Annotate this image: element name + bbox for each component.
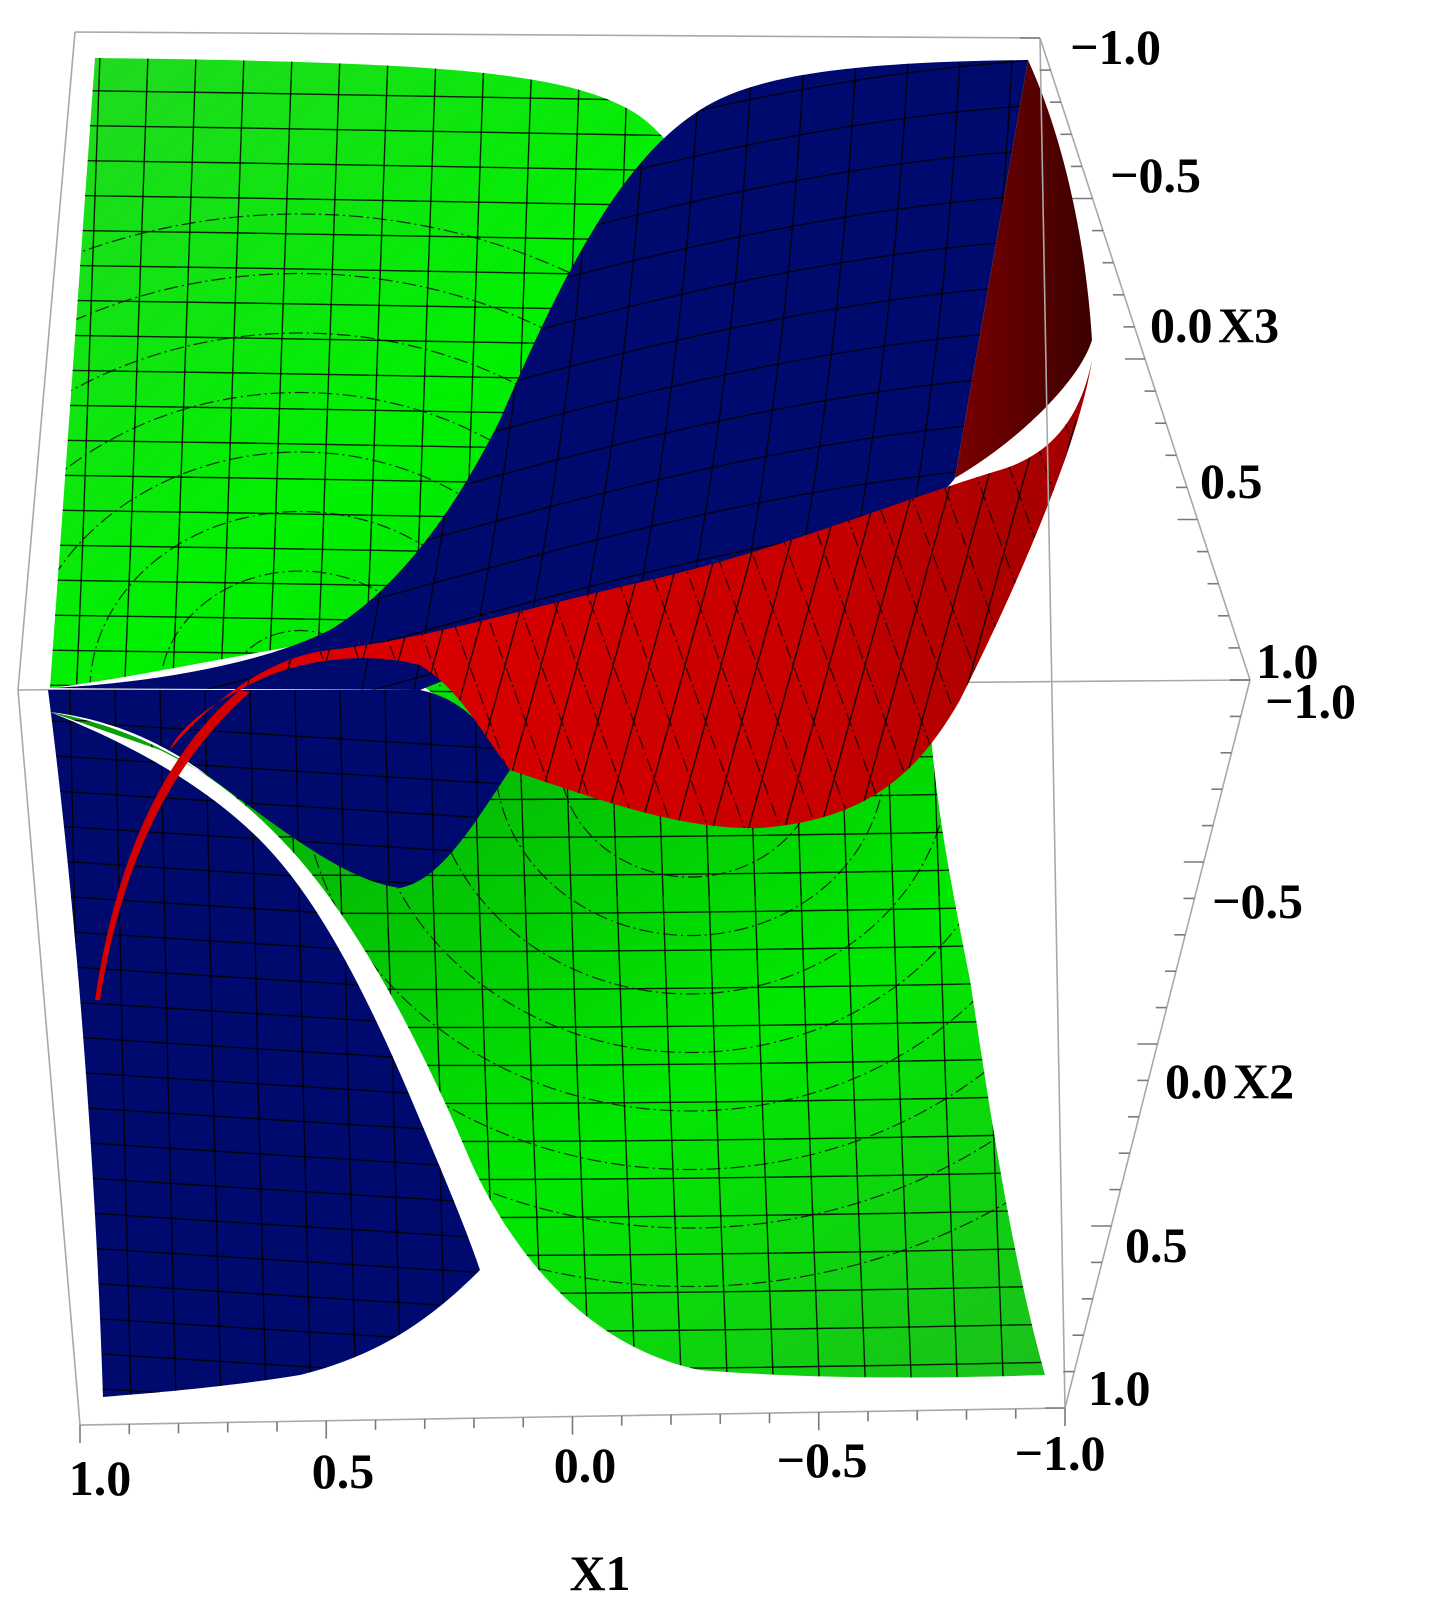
x1-tick-label: −0.5 — [777, 1432, 868, 1488]
x1-tick-label: −1.0 — [1015, 1425, 1106, 1481]
mesh-line — [219, 58, 245, 701]
red-surface-side — [955, 60, 1092, 478]
mesh-line — [48, 1384, 510, 1397]
x3-tick-label: 1.0 — [1256, 633, 1319, 689]
mesh-line — [204, 690, 222, 1397]
mesh-line — [1063, 419, 1092, 829]
x2-tick-label: 0.0 — [1165, 1053, 1228, 1109]
mesh-arc — [429, 759, 951, 995]
mesh-line — [1023, 712, 1045, 1378]
x3-tick-label: −0.5 — [1110, 147, 1201, 203]
mesh-line — [315, 58, 341, 701]
x3-axis-label: X3 — [1218, 297, 1279, 353]
red-surface — [170, 360, 1092, 829]
x2-tick-label: −0.5 — [1212, 873, 1303, 929]
mesh-line — [267, 58, 293, 701]
x1-axis-label: X1 — [569, 1545, 630, 1601]
mesh-line — [931, 712, 959, 1378]
x1-tick-label: 0.5 — [312, 1443, 375, 1499]
mesh-line — [48, 1209, 510, 1241]
mesh-line — [114, 690, 132, 1397]
mesh-line — [123, 58, 149, 701]
x1-tick-label: 0.0 — [554, 1437, 617, 1493]
x3-tick-label: −1.0 — [1070, 19, 1161, 75]
mesh-line — [75, 58, 101, 701]
axis-ticks — [79, 37, 1250, 1443]
mesh-line — [48, 789, 510, 821]
mesh-line — [885, 712, 913, 1378]
mesh-arc — [559, 759, 821, 878]
mesh-line — [48, 1244, 510, 1276]
mesh-line — [48, 754, 510, 786]
x2-tick-label: −1.0 — [1265, 673, 1356, 729]
box-edge-back — [17, 31, 1251, 691]
mesh-line — [48, 1174, 510, 1206]
mesh-line — [339, 690, 357, 1397]
green-surface-lower — [50, 712, 1045, 1378]
x2-axis-label: X2 — [1233, 1053, 1294, 1109]
x3-tick-label: 0.5 — [1200, 453, 1263, 509]
mesh-line — [171, 58, 197, 701]
x3-tick-label: 0.0 — [1150, 297, 1213, 353]
x2-tick-label: 0.5 — [1125, 1217, 1188, 1273]
x2-tick-label: 1.0 — [1088, 1360, 1151, 1416]
mesh-arc — [494, 759, 886, 937]
mesh-line — [563, 712, 591, 1378]
x1-tick-label: 1.0 — [69, 1450, 132, 1506]
mesh-line — [847, 419, 969, 829]
